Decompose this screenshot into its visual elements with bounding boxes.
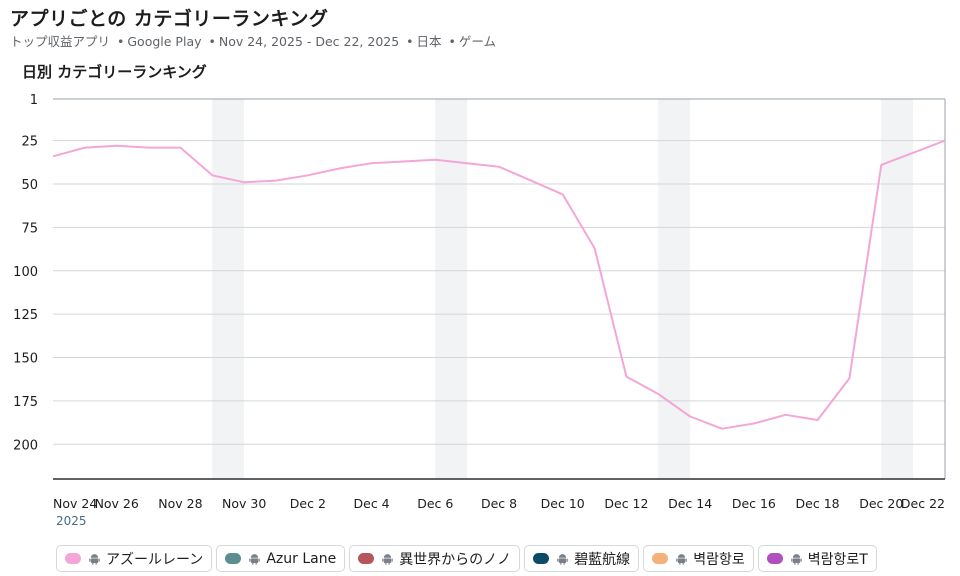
android-icon [89, 553, 100, 565]
legend-swatch [225, 553, 242, 564]
legend-label: Azur Lane [266, 550, 337, 567]
x-tick-label: Dec 16 [732, 496, 776, 511]
legend-label: 벽람항로T [807, 551, 868, 568]
legend-swatch [652, 553, 669, 564]
weekend-band [212, 99, 245, 479]
y-tick-label: 125 [13, 308, 38, 323]
android-icon [382, 553, 393, 565]
x-tick-label: Nov 24 [53, 496, 97, 511]
subtitle-date-range: Nov 24, 2025 - Dec 22, 2025 [218, 34, 400, 49]
legend-item[interactable]: アズールレーン [56, 545, 213, 572]
x-tick-label: Dec 18 [796, 496, 840, 511]
subtitle-separator: • [208, 34, 216, 49]
legend-swatch [766, 553, 783, 564]
x-tick-label: Dec 2 [290, 496, 326, 511]
page-subtitle: トップ収益アプリ • Google Play • Nov 24, 2025 - De… [10, 31, 496, 50]
subtitle-separator: • [448, 34, 456, 49]
x-tick-label: Nov 26 [95, 496, 139, 511]
android-icon [676, 553, 687, 565]
y-tick-label: 200 [13, 438, 38, 453]
x-tick-label: Dec 14 [668, 496, 712, 511]
y-tick-label: 175 [13, 395, 38, 410]
legend-swatch [533, 553, 550, 564]
x-tick-label: Nov 30 [222, 496, 266, 511]
subtitle-separator: • [406, 34, 414, 49]
legend-item[interactable]: 異世界からのノノ [349, 545, 521, 572]
subtitle-separator: • [117, 34, 125, 49]
weekend-band [881, 99, 914, 479]
android-icon [790, 553, 802, 565]
subtitle-store: Google Play [127, 34, 202, 49]
subtitle-category: ゲーム [458, 34, 497, 49]
chart-legend: アズールレーン Azur Lane 異世界からのノノ 碧藍航線 벽람항로 벽람항로T [56, 545, 877, 572]
y-tick-label: 150 [13, 352, 38, 367]
android-icon [557, 553, 568, 565]
y-tick-label: 75 [21, 221, 38, 236]
legend-label: 異世界からのノノ [399, 551, 512, 568]
x-year-label: 2025 [56, 514, 87, 528]
legend-item[interactable]: Azur Lane [216, 545, 346, 572]
y-tick-label: 50 [21, 178, 38, 193]
x-tick-label: Dec 4 [354, 496, 390, 511]
subtitle-ranking-type: トップ収益アプリ [10, 34, 111, 49]
series-line [52, 139, 946, 430]
legend-item[interactable]: 벽람항로 [643, 545, 754, 572]
page-title: アプリごとの カテゴリーランキング [10, 8, 329, 30]
weekend-band [658, 99, 691, 479]
legend-item[interactable]: 碧藍航線 [524, 545, 640, 572]
weekend-band [435, 99, 468, 479]
legend-swatch [65, 553, 81, 564]
subtitle-country: 日本 [416, 34, 442, 49]
chart-heading: 日別 カテゴリーランキング [22, 63, 207, 81]
android-icon [249, 553, 261, 565]
legend-label: アズールレーン [106, 551, 204, 568]
y-tick-label: 100 [13, 265, 38, 280]
x-tick-label: Dec 20 [859, 496, 903, 511]
x-tick-label: Dec 6 [417, 496, 453, 511]
y-tick-label: 1 [30, 93, 38, 108]
x-tick-label: Dec 10 [541, 496, 585, 511]
legend-label: 벽람항로 [693, 551, 745, 568]
x-tick-label: Nov 28 [158, 496, 202, 511]
x-tick-label: Dec 22 [901, 496, 945, 511]
x-tick-label: Dec 8 [481, 496, 517, 511]
legend-item[interactable]: 벽람항로T [757, 545, 877, 572]
x-tick-label: Dec 12 [604, 496, 648, 511]
legend-swatch [358, 553, 375, 564]
legend-label: 碧藍航線 [574, 551, 631, 568]
y-tick-label: 25 [21, 135, 38, 150]
